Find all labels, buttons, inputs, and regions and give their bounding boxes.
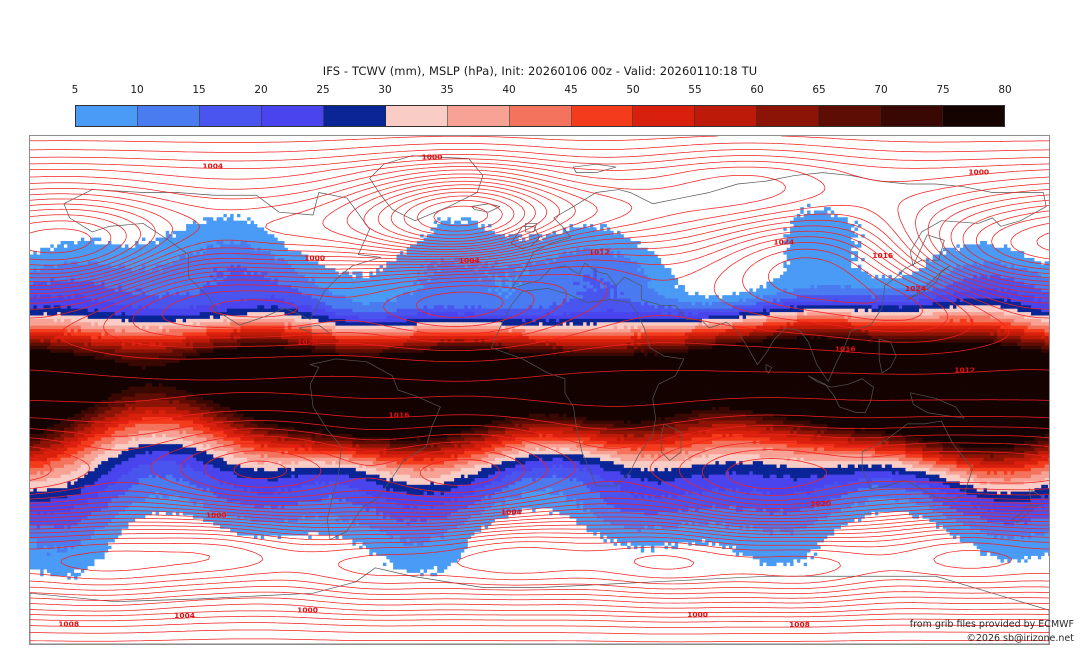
colorbar-band (695, 106, 757, 126)
colorbar-band (819, 106, 881, 126)
colorbar-tick-label: 5 (72, 84, 79, 96)
isobar-label: 1012 (954, 366, 975, 375)
isobar-label: 1004 (202, 161, 223, 170)
map-frame[interactable]: 1000 1000 1000 1000 1000 1000 1004 1004 1004 1004… (29, 135, 1050, 645)
isobar-label: 1012 (589, 247, 610, 256)
colorbar-band (448, 106, 510, 126)
colorbar-tick-label: 35 (440, 84, 453, 96)
page-title: IFS - TCWV (mm), MSLP (hPa), Init: 20260… (0, 64, 1080, 78)
isobar-label: 1020 (810, 499, 831, 508)
isobar-label: 1020 (297, 337, 318, 346)
colorbar-band (76, 106, 138, 126)
isobar-label: 1016 (872, 251, 893, 260)
colorbar-band (324, 106, 386, 126)
colorbar-tick-label: 60 (750, 84, 763, 96)
isobar-label: 1000 (687, 610, 708, 619)
isobar-label: 1004 (501, 507, 522, 516)
colorbar-tick-label: 75 (936, 84, 949, 96)
colorbar-band (881, 106, 943, 126)
isobar-label: 1016 (389, 410, 410, 419)
isobar-label: 1008 (789, 620, 810, 629)
colorbar-tick-label: 10 (130, 84, 143, 96)
colorbar-tick-label: 80 (998, 84, 1011, 96)
colorbar-tick-label: 70 (874, 84, 887, 96)
colorbar-band (200, 106, 262, 126)
colorbar-band (138, 106, 200, 126)
colorbar-band (262, 106, 324, 126)
colorbar-tick-label: 25 (316, 84, 329, 96)
isobar-label: 1004 (174, 611, 195, 620)
world-map: 1000 1000 1000 1000 1000 1000 1004 1004 1004 1004… (30, 136, 1049, 644)
isobar-label: 1008 (58, 619, 79, 628)
attribution-copyright: ©2026 sb@irizone.net (966, 633, 1074, 644)
colorbar: 5 10 15 20 25 30 35 40 45 50 55 60 65 70 75 80 (75, 84, 1005, 128)
colorbar-tick-label: 50 (626, 84, 639, 96)
isobar-label: 1024 (773, 237, 794, 246)
colorbar-tick-label: 30 (378, 84, 391, 96)
colorbar-tick-label: 55 (688, 84, 701, 96)
isobar-label: 1000 (206, 511, 227, 520)
colorbar-tick-label: 15 (192, 84, 205, 96)
colorbar-tick-label: 65 (812, 84, 825, 96)
colorbar-tick-label: 20 (254, 84, 267, 96)
colorbar-band (757, 106, 819, 126)
isobar-label: 1000 (304, 254, 325, 263)
isobar-label: 1000 (968, 167, 989, 176)
colorbar-bands (75, 105, 1005, 127)
colorbar-band (943, 106, 1004, 126)
isobar-label: 1016 (835, 345, 856, 354)
isobar-label: 1024 (905, 284, 926, 293)
colorbar-tick-label: 40 (502, 84, 515, 96)
colorbar-tick-label: 45 (564, 84, 577, 96)
isobar-label: 1000 (422, 153, 443, 162)
isobar-label: 1000 (297, 605, 318, 614)
attribution-source: from grib files provided by ECMWF (910, 619, 1074, 630)
tcwv-field (30, 173, 1049, 607)
isobar-label: 1004 (459, 256, 480, 265)
colorbar-tick-labels: 5 10 15 20 25 30 35 40 45 50 55 60 65 70 75 80 (75, 84, 1005, 99)
colorbar-band (386, 106, 448, 126)
colorbar-band (633, 106, 695, 126)
colorbar-band (572, 106, 634, 126)
colorbar-band (510, 106, 572, 126)
